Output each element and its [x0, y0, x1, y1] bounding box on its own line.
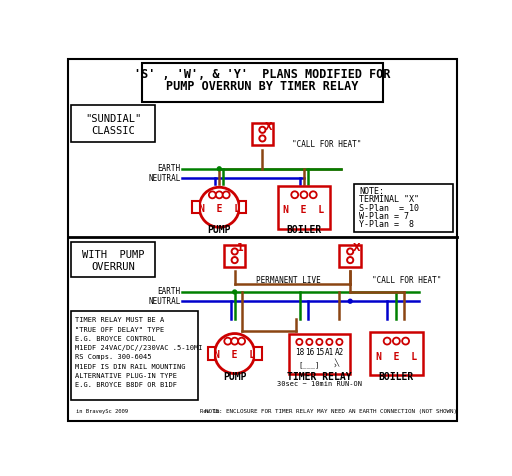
- Text: X: X: [352, 243, 360, 253]
- FancyBboxPatch shape: [289, 334, 350, 374]
- Text: 30sec ~ 10min RUN-ON: 30sec ~ 10min RUN-ON: [277, 381, 362, 387]
- FancyBboxPatch shape: [208, 347, 216, 360]
- Circle shape: [296, 339, 303, 345]
- Text: in BraveySc 2009: in BraveySc 2009: [76, 409, 128, 414]
- Text: 'S' , 'W', & 'Y'  PLANS MODIFIED FOR: 'S' , 'W', & 'Y' PLANS MODIFIED FOR: [134, 68, 391, 80]
- Circle shape: [233, 290, 237, 294]
- FancyBboxPatch shape: [224, 245, 245, 267]
- Circle shape: [223, 191, 230, 198]
- Circle shape: [216, 191, 223, 198]
- Text: A1: A1: [325, 347, 334, 357]
- Text: 1: 1: [237, 243, 244, 253]
- Circle shape: [301, 191, 307, 198]
- FancyBboxPatch shape: [193, 201, 200, 213]
- Text: PUMP OVERRUN BY TIMER RELAY: PUMP OVERRUN BY TIMER RELAY: [166, 80, 358, 93]
- Circle shape: [383, 337, 391, 345]
- FancyBboxPatch shape: [72, 242, 155, 278]
- FancyBboxPatch shape: [251, 123, 273, 145]
- Text: WITH  PUMP: WITH PUMP: [82, 250, 144, 260]
- FancyBboxPatch shape: [72, 311, 199, 400]
- Circle shape: [259, 135, 266, 141]
- Text: M1EDF 24VAC/DC//230VAC .5-10MI: M1EDF 24VAC/DC//230VAC .5-10MI: [75, 345, 203, 351]
- Text: OVERRUN: OVERRUN: [91, 261, 135, 272]
- Circle shape: [231, 257, 238, 263]
- Circle shape: [231, 248, 238, 255]
- Text: "SUNDIAL": "SUNDIAL": [85, 114, 141, 124]
- Text: CLASSIC: CLASSIC: [91, 126, 135, 136]
- Circle shape: [310, 191, 317, 198]
- Text: N  E  L: N E L: [199, 204, 240, 214]
- Circle shape: [402, 337, 409, 345]
- Text: S-Plan  = 10: S-Plan = 10: [359, 204, 419, 213]
- Text: 15: 15: [315, 347, 324, 357]
- Text: 16: 16: [305, 347, 314, 357]
- Text: "TRUE OFF DELAY" TYPE: "TRUE OFF DELAY" TYPE: [75, 327, 164, 333]
- Circle shape: [336, 339, 343, 345]
- Circle shape: [347, 257, 353, 263]
- Circle shape: [209, 191, 216, 198]
- Circle shape: [393, 337, 400, 345]
- FancyBboxPatch shape: [68, 60, 457, 421]
- Text: PUMP: PUMP: [223, 372, 246, 382]
- Text: Rev 1a: Rev 1a: [200, 409, 220, 414]
- Text: ╲: ╲: [334, 359, 338, 367]
- Text: NOTE: ENCLOSURE FOR TIMER RELAY MAY NEED AN EARTH CONNECTION (NOT SHOWN): NOTE: ENCLOSURE FOR TIMER RELAY MAY NEED…: [205, 409, 457, 414]
- Circle shape: [259, 127, 266, 133]
- Circle shape: [231, 337, 238, 345]
- Text: BOILER: BOILER: [286, 225, 322, 235]
- Text: Y-Plan =  8: Y-Plan = 8: [359, 220, 414, 229]
- FancyBboxPatch shape: [72, 105, 155, 142]
- Text: TIMER RELAY MUST BE A: TIMER RELAY MUST BE A: [75, 317, 164, 324]
- FancyBboxPatch shape: [239, 201, 246, 213]
- Text: "CALL FOR HEAT": "CALL FOR HEAT": [372, 276, 441, 285]
- Circle shape: [291, 191, 298, 198]
- Text: N  E  L: N E L: [376, 352, 417, 362]
- Circle shape: [224, 337, 231, 345]
- Circle shape: [326, 339, 332, 345]
- Text: NEUTRAL: NEUTRAL: [148, 174, 181, 182]
- FancyBboxPatch shape: [254, 347, 262, 360]
- Text: A2: A2: [335, 347, 344, 357]
- Text: N  E  L: N E L: [284, 205, 325, 215]
- Text: E.G. BROYCE B8DF OR B1DF: E.G. BROYCE B8DF OR B1DF: [75, 382, 177, 388]
- Text: PERMANENT LIVE: PERMANENT LIVE: [256, 276, 321, 285]
- Circle shape: [199, 187, 239, 228]
- Text: E.G. BROYCE CONTROL: E.G. BROYCE CONTROL: [75, 336, 156, 342]
- Text: "CALL FOR HEAT": "CALL FOR HEAT": [292, 139, 362, 149]
- FancyBboxPatch shape: [142, 63, 382, 102]
- Circle shape: [348, 299, 352, 303]
- Circle shape: [218, 167, 221, 171]
- Circle shape: [347, 248, 353, 255]
- Circle shape: [215, 334, 254, 374]
- Text: NOTE:: NOTE:: [359, 187, 385, 196]
- Text: 18: 18: [295, 347, 304, 357]
- Text: W-Plan = 7: W-Plan = 7: [359, 212, 410, 221]
- Text: EARTH: EARTH: [158, 288, 181, 297]
- Text: RS Comps. 300-6045: RS Comps. 300-6045: [75, 355, 152, 360]
- FancyBboxPatch shape: [278, 186, 330, 229]
- Text: EARTH: EARTH: [158, 164, 181, 173]
- FancyBboxPatch shape: [354, 184, 453, 232]
- Text: NEUTRAL: NEUTRAL: [148, 297, 181, 306]
- Circle shape: [238, 337, 245, 345]
- FancyBboxPatch shape: [339, 245, 361, 267]
- Text: M1EDF IS DIN RAIL MOUNTING: M1EDF IS DIN RAIL MOUNTING: [75, 364, 186, 370]
- Circle shape: [316, 339, 323, 345]
- Text: PUMP: PUMP: [207, 225, 231, 235]
- Text: ›: ›: [332, 361, 337, 370]
- Text: TIMER RELAY: TIMER RELAY: [287, 372, 352, 382]
- Text: TERMINAL "X": TERMINAL "X": [359, 195, 419, 204]
- FancyBboxPatch shape: [370, 332, 422, 375]
- Text: X: X: [265, 121, 272, 131]
- Circle shape: [306, 339, 312, 345]
- Text: ALTERNATIVE PLUG-IN TYPE: ALTERNATIVE PLUG-IN TYPE: [75, 373, 177, 379]
- Text: BOILER: BOILER: [379, 372, 414, 382]
- Text: [___]: [___]: [298, 361, 320, 368]
- Text: N  E  L: N E L: [214, 350, 255, 360]
